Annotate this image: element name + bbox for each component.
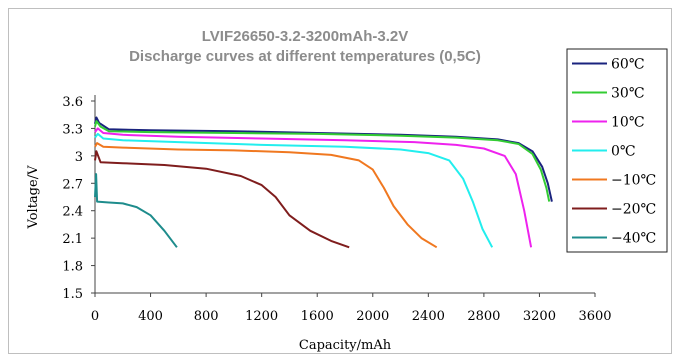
y-axis-label: Voltage/V (26, 165, 41, 230)
y-tick-label: 3.6 (62, 95, 83, 110)
legend-item: 0℃ (611, 144, 636, 160)
series-line (94, 173, 178, 248)
y-tick-label: 2.7 (62, 177, 83, 192)
series-line (94, 132, 494, 248)
x-tick-label: 0 (91, 309, 99, 324)
series-line (94, 127, 533, 248)
series-line (94, 150, 350, 249)
legend-item: −10℃ (611, 173, 656, 189)
legend-item: 10℃ (611, 115, 644, 131)
x-tick-label: 1600 (301, 309, 334, 324)
x-tick-label: 2400 (412, 309, 445, 324)
series-line (94, 120, 551, 202)
legend-item: 60℃ (611, 57, 644, 73)
x-tick-label: 400 (138, 309, 163, 324)
series-line (94, 142, 438, 249)
x-tick-label: 2000 (356, 309, 389, 324)
y-tick-label: 1.8 (62, 260, 83, 275)
y-tick-label: 1.5 (62, 287, 83, 302)
legend-item: −20℃ (611, 202, 656, 218)
x-tick-label: 1200 (245, 309, 278, 324)
x-tick-label: 800 (194, 309, 219, 324)
y-tick-label: 3.3 (62, 122, 83, 137)
series-line (94, 116, 553, 202)
y-tick-label: 2.4 (62, 205, 83, 220)
x-tick-label: 2800 (467, 309, 500, 324)
x-tick-label: 3200 (523, 309, 556, 324)
legend-item: −40℃ (611, 231, 656, 247)
y-tick-label: 3 (75, 150, 83, 165)
legend-item: 30℃ (611, 86, 644, 102)
x-tick-label: 3600 (578, 309, 611, 324)
x-axis-label: Capacity/mAh (299, 338, 392, 353)
chart-title: LVIF26650-3.2-3200mAh-3.2V (201, 28, 409, 45)
chart-frame (8, 8, 672, 354)
y-tick-label: 2.1 (62, 232, 83, 247)
chart-subtitle: Discharge curves at different temperatur… (129, 48, 481, 65)
